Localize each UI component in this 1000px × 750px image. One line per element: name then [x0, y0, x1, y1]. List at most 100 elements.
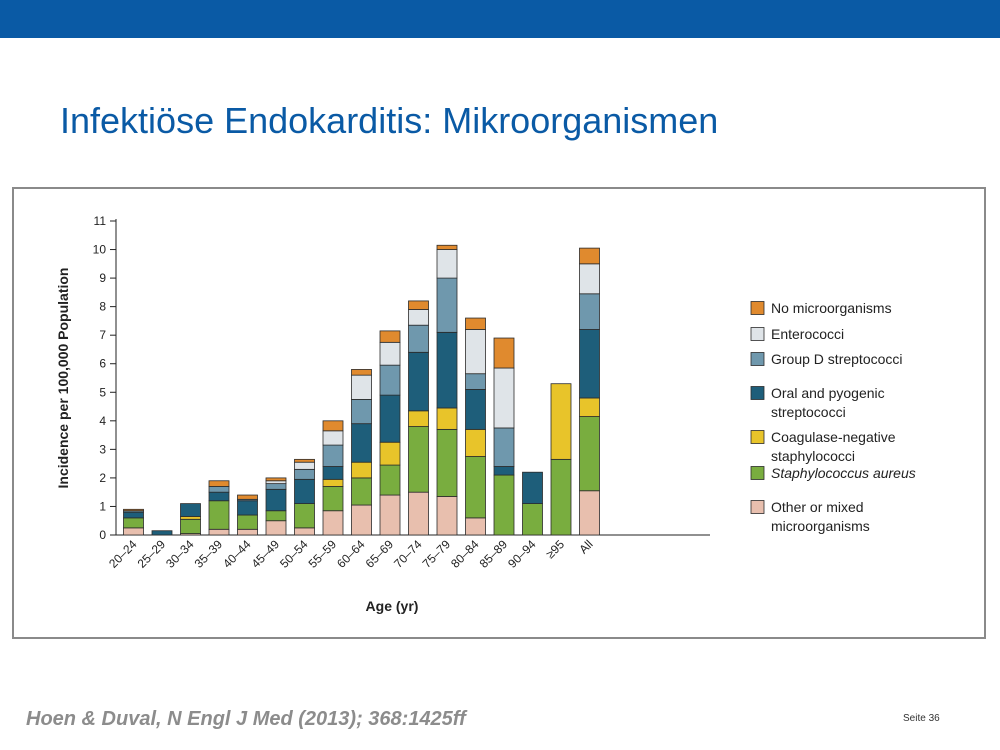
bar-segment: [493, 337, 515, 369]
bar-segment: [408, 491, 429, 536]
bar-segment: [579, 293, 600, 330]
x-tick-label: 45–49: [249, 537, 283, 571]
bar-segment: [408, 309, 429, 326]
bar-segment: [351, 477, 372, 506]
legend-label: staphylococci: [771, 448, 855, 464]
bar-segment: [408, 410, 429, 427]
y-tick-label: 4: [99, 414, 106, 428]
x-tick-label: 55–59: [306, 537, 340, 571]
bar-segment: [408, 426, 429, 493]
bar-segment: [379, 464, 401, 496]
legend-label: microorganisms: [771, 518, 870, 534]
bar-segment: [265, 488, 287, 512]
y-axis-title: Incidence per 100,000 Population: [55, 268, 71, 489]
bar-segment: [351, 504, 372, 536]
bar-segment: [379, 494, 401, 536]
bar-segment: [294, 478, 315, 505]
legend-label: Coagulase-negative: [771, 429, 896, 445]
y-tick-label: 9: [99, 271, 106, 285]
bar-segment: [465, 389, 486, 430]
bar-segment: [322, 444, 344, 467]
x-tick-label: 75–79: [420, 537, 454, 571]
bar-segment: [265, 520, 287, 536]
bar-segment: [265, 483, 287, 490]
bar-segment: [123, 511, 144, 519]
bar-segment: [180, 516, 201, 520]
y-tick-label: 8: [99, 300, 106, 314]
bar-segment: [579, 397, 600, 417]
bar-segment: [379, 441, 401, 466]
bar-segment: [208, 480, 230, 487]
x-tick-label: ≥95: [543, 537, 567, 561]
bar-segment: [351, 374, 372, 400]
y-tick-label: 3: [99, 442, 106, 456]
bar-segment: [351, 399, 372, 425]
bar-segment: [208, 500, 230, 530]
bar-segment: [208, 486, 230, 493]
x-tick-label: All: [576, 537, 595, 556]
bar-segment: [522, 503, 543, 536]
citation: Hoen & Duval, N Engl J Med (2013); 368:1…: [26, 708, 466, 730]
bar-segment: [436, 277, 458, 333]
bar-segment: [294, 458, 315, 463]
bar-segment: [379, 364, 401, 396]
bar-segment: [208, 528, 230, 536]
bar-segment: [322, 420, 344, 432]
y-tick-label: 6: [99, 357, 106, 371]
x-tick-label: 25–29: [135, 537, 169, 571]
legend-label: Staphylococcus aureus: [771, 465, 916, 481]
bar-segment: [265, 510, 287, 522]
bar-segment: [379, 394, 401, 443]
y-tick-label: 5: [99, 385, 106, 399]
bar-segment: [294, 468, 315, 480]
bar-segment: [579, 247, 600, 265]
legend-swatch: [750, 386, 765, 400]
slide-title: Infektiöse Endokarditis: Mikroorganismen: [60, 100, 719, 141]
bar-segment: [180, 518, 201, 534]
bar-segment: [436, 428, 458, 497]
bar-segment: [351, 369, 372, 376]
bar-segment: [351, 423, 372, 463]
bar-segment: [408, 351, 429, 412]
bar-segment: [550, 383, 572, 460]
bar-segment: [436, 249, 458, 279]
bar-segment: [493, 367, 515, 429]
bar-segment: [436, 244, 458, 250]
legend-label: streptococci: [771, 404, 846, 420]
bar-segment: [579, 263, 600, 295]
x-tick-label: 50–54: [277, 537, 311, 571]
bar-segment: [351, 461, 372, 479]
bar-segment: [237, 514, 258, 530]
legend-swatch: [750, 500, 765, 514]
bar-segment: [237, 494, 258, 500]
bar-segment: [123, 527, 144, 536]
y-tick-label: 11: [94, 214, 107, 228]
bar-segment: [294, 461, 315, 470]
legend-swatch: [750, 327, 765, 341]
bar-segment: [237, 528, 258, 536]
bar-segment: [322, 466, 344, 480]
legend-label: Oral and pyogenic: [771, 385, 885, 401]
bar-segment: [379, 341, 401, 366]
bar-segment: [493, 427, 515, 467]
legend-swatch: [750, 466, 765, 480]
bar-segment: [522, 471, 543, 505]
x-tick-label: 85–89: [477, 537, 511, 571]
bar-segment: [465, 428, 486, 457]
bar-segment: [436, 331, 458, 409]
bar-segment: [465, 329, 486, 375]
bar-segment: [436, 407, 458, 430]
x-tick-label: 90–94: [505, 537, 539, 571]
bar-segment: [408, 324, 429, 353]
bar-segment: [151, 530, 173, 536]
bar-segment: [322, 430, 344, 446]
x-axis-title: Age (yr): [366, 598, 419, 614]
bar-segment: [408, 300, 429, 310]
bar-segment: [436, 496, 458, 536]
x-tick-label: 80–84: [448, 537, 482, 571]
bar-segment: [465, 373, 486, 390]
bar-segment: [550, 458, 572, 536]
bar-segment: [123, 508, 144, 512]
legend-label: Group D streptococci: [771, 351, 903, 367]
legend-swatch: [750, 430, 765, 444]
